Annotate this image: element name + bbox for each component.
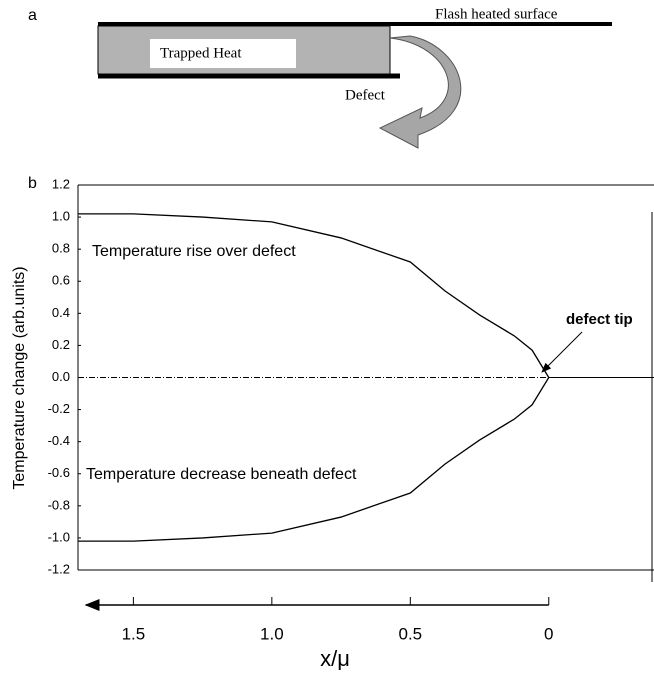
panel-label: b <box>28 175 37 192</box>
x-axis-label: x/μ <box>320 646 350 671</box>
annotation: Temperature decrease beneath defect <box>86 466 357 483</box>
y-tick-label: -0.6 <box>48 465 70 480</box>
y-tick-label: 0.0 <box>52 369 70 384</box>
heat-flow-arrow <box>378 35 462 149</box>
y-tick-label: 0.2 <box>52 337 70 352</box>
y-tick-label: 0.8 <box>52 241 70 256</box>
y-tick-label: -1.0 <box>48 529 70 544</box>
annotation: Temperature rise over defect <box>92 243 296 260</box>
x-tick-label: 1.5 <box>122 624 146 643</box>
x-tick-label: 0 <box>544 624 553 643</box>
label-box <box>150 39 296 68</box>
y-tick-label: -0.4 <box>48 433 70 448</box>
x-tick-label: 1.0 <box>260 624 284 643</box>
surface-label: Flash heated surface <box>435 6 558 22</box>
x-tick-label: 0.5 <box>398 624 422 643</box>
y-tick-label: 1.0 <box>52 209 70 224</box>
y-tick-label: -1.2 <box>48 561 70 576</box>
y-tick-label: 0.6 <box>52 273 70 288</box>
y-tick-label: -0.2 <box>48 401 70 416</box>
annotation-arrow <box>541 331 583 373</box>
y-axis-label: Temperature change (arb.units) <box>11 266 28 489</box>
y-tick-label: 1.2 <box>52 176 70 191</box>
defect-label: Defect <box>345 87 386 103</box>
curve <box>78 213 550 378</box>
y-tick-label: 0.4 <box>52 305 70 320</box>
curve <box>78 377 550 542</box>
panel-label: a <box>28 7 37 24</box>
annotation: defect tip <box>566 311 633 328</box>
trapped-heat-label: Trapped Heat <box>160 45 242 61</box>
diagram: Trapped Heat Flash heated surface Defect <box>97 6 612 149</box>
y-tick-label: -0.8 <box>48 497 70 512</box>
